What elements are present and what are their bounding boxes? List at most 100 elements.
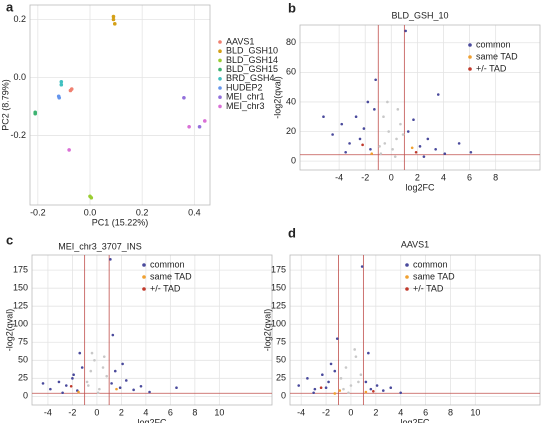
legend-label: same TAD (413, 271, 455, 281)
point (111, 333, 115, 337)
point (344, 366, 348, 369)
legend-label: common (150, 259, 185, 269)
point (358, 137, 362, 141)
point (418, 145, 422, 148)
point (59, 80, 64, 84)
point (49, 387, 52, 391)
y-tick-label: 125 (13, 301, 28, 311)
point (436, 93, 440, 96)
point (379, 152, 383, 156)
point (401, 133, 405, 136)
point (57, 95, 62, 100)
point (118, 386, 122, 389)
legend-marker (218, 104, 222, 109)
point (93, 358, 96, 362)
point (72, 373, 75, 377)
point (109, 258, 112, 261)
legend-label: BLD_GSH10 (226, 46, 278, 56)
point (370, 152, 374, 156)
point (443, 152, 447, 156)
point (297, 384, 301, 387)
point (399, 122, 402, 126)
point (96, 391, 100, 395)
point (353, 348, 356, 351)
point (41, 382, 45, 385)
x-axis-label: log2FC (137, 417, 167, 423)
legend-label: +/- TAD (150, 283, 181, 293)
point (357, 380, 360, 384)
point (347, 391, 350, 395)
point (335, 337, 339, 340)
point (319, 386, 323, 389)
plot-frame (299, 24, 541, 171)
panel-label: b (288, 0, 296, 15)
legend-marker (468, 43, 472, 47)
point (422, 155, 426, 158)
point (364, 380, 368, 384)
legend-label: BLD_GSH14 (226, 55, 278, 65)
point (378, 145, 381, 148)
point (331, 133, 334, 136)
point (391, 147, 394, 151)
legend-marker (218, 49, 222, 53)
point (369, 387, 373, 391)
point (113, 369, 117, 373)
point (121, 362, 124, 366)
legend-label: MEI_chr1 (226, 92, 265, 102)
y-tick-label: 40 (286, 96, 296, 106)
legend-marker (218, 77, 222, 81)
y-tick-label: 100 (13, 319, 28, 329)
point (110, 382, 113, 385)
point (426, 137, 430, 141)
legend-marker (218, 95, 222, 99)
point (64, 384, 68, 387)
x-tick-label: 6 (467, 172, 472, 182)
y-tick-label: 0.2 (13, 14, 26, 24)
point (395, 137, 398, 141)
point (389, 386, 393, 389)
x-tick-label: 0 (94, 407, 99, 417)
chart-title: MEI_chr3_3707_INS (58, 241, 142, 251)
y-tick-label: 0 (23, 391, 28, 401)
point (78, 351, 82, 355)
y-axis-label: -log2(qval) (4, 309, 14, 352)
legend-marker (218, 40, 222, 44)
point (375, 384, 379, 387)
point (383, 142, 387, 145)
point (105, 374, 108, 378)
x-tick-label: -2 (68, 407, 76, 417)
point (333, 369, 337, 373)
point (354, 355, 358, 358)
x-tick-label: 10 (470, 407, 480, 417)
legend-marker (405, 263, 409, 267)
point (132, 388, 135, 392)
point (387, 130, 390, 133)
point (90, 351, 94, 355)
x-tick-label: 2 (373, 407, 378, 417)
point (367, 351, 370, 355)
point (386, 100, 389, 104)
legend-label: +/- TAD (413, 283, 444, 293)
point (69, 384, 73, 388)
point (372, 389, 375, 393)
y-axis-label: -log2(qval) (262, 309, 272, 352)
x-tick-label: 4 (441, 172, 446, 182)
x-tick-label: 8 (448, 407, 453, 417)
x-tick-label: 0 (389, 172, 394, 182)
point (115, 387, 118, 391)
panel-label: c (6, 232, 13, 247)
point (434, 147, 437, 151)
x-tick-label: 8 (493, 172, 498, 182)
x-axis-label: log2FC (400, 417, 430, 423)
legend-marker (468, 55, 472, 59)
plot-frame (29, 4, 211, 206)
point (321, 373, 324, 377)
point (361, 143, 364, 147)
point (77, 390, 80, 394)
point (202, 119, 207, 123)
point (340, 122, 344, 126)
x-tick-label: 0.2 (136, 207, 149, 217)
y-tick-label: 150 (271, 283, 286, 293)
point (329, 362, 333, 366)
